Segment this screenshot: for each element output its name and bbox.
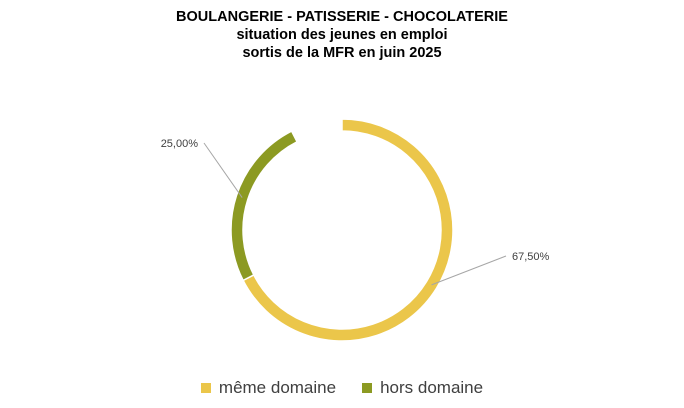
legend-label-meme-domaine: même domaine — [218, 378, 337, 397]
leader-line-meme-domaine — [431, 255, 507, 286]
legend-swatch-meme-domaine — [200, 383, 211, 393]
data-label-hors-domaine: 25,00% — [161, 138, 199, 150]
legend-swatch-hors-domaine — [362, 383, 373, 393]
chart-legend: même domaine hors domaine — [0, 378, 684, 398]
legend-item-meme-domaine: même domaine — [200, 378, 337, 398]
chart-title-line-1: BOULANGERIE - PATISSERIE - CHOCOLATERIE — [176, 9, 508, 25]
legend-label-hors-domaine: hors domaine — [380, 378, 484, 397]
slice-hors-domaine — [230, 130, 299, 282]
data-label-meme-domaine: 67,50% — [512, 251, 550, 263]
chart-title: BOULANGERIE - PATISSERIE - CHOCOLATERIE … — [0, 8, 684, 62]
legend-item-hors-domaine: hors domaine — [362, 378, 483, 398]
leader-line-hors-domaine — [203, 142, 243, 198]
chart-title-line-2: situation des jeunes en emploi — [236, 27, 448, 43]
chart-title-line-3: sortis de la MFR en juin 2025 — [242, 45, 442, 61]
